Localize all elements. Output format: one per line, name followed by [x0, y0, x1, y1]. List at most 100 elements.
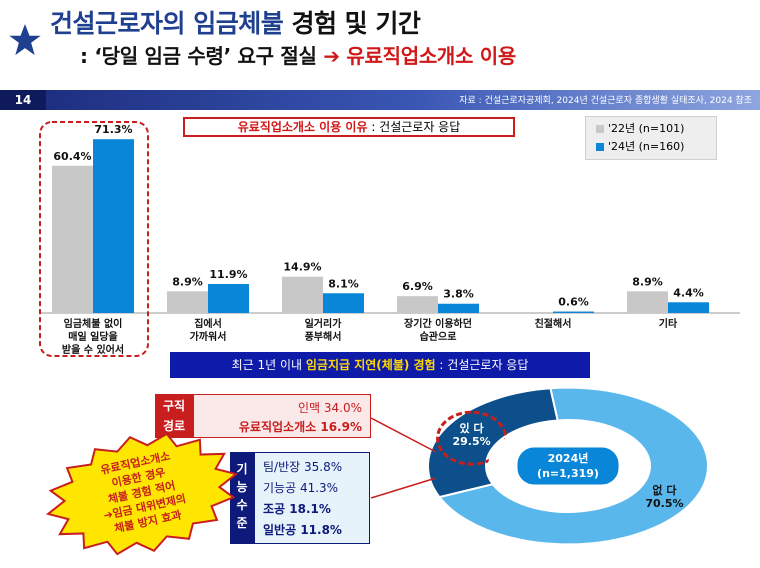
category-label: 기타 [659, 317, 678, 330]
skill-level-body: 팀/반장 35.8% 기능공 41.3% 조공 18.1% 일반공 11.8% [254, 452, 370, 544]
job-route-head: 구직 경로 [155, 394, 193, 438]
category-label: 임금체불 없이 [64, 317, 123, 330]
bar-value-label: 8.1% [328, 277, 359, 290]
bar-value-label: 8.9% [632, 275, 663, 288]
job-route-label: 인맥 [297, 401, 321, 415]
chart1-title: 유료직업소개소 이용 이유 : 건설근로자 응답 [183, 117, 515, 137]
chart2-banner: 최근 1년 이내 임금지급 지연(체불) 경험 : 건설근로자 응답 [170, 352, 590, 378]
job-route-value: 34.0% [323, 401, 362, 415]
bar [668, 302, 709, 313]
bar [323, 293, 364, 313]
page-number: 14 [0, 90, 46, 110]
skill-row: 기능공 41.3% [263, 479, 338, 496]
pie-slice [437, 386, 709, 546]
bar [627, 291, 668, 313]
category-label: 장기간 이용하던 [404, 317, 472, 330]
donut-center-label: (n=1,319) [537, 467, 599, 480]
bar [438, 303, 479, 313]
job-route-row: 유료직업소개소 16.9% [239, 418, 362, 435]
skill-value: 11.8% [300, 523, 342, 537]
category-label: 집에서 [194, 317, 222, 330]
category-label: 풍부해서 [305, 330, 342, 343]
slice-label: 없 다 [652, 483, 677, 497]
skill-row: 팀/반장 35.8% [263, 458, 342, 475]
bar [282, 276, 323, 313]
category-label: 친절해서 [535, 317, 572, 330]
job-route-body: 인맥 34.0% 유료직업소개소 16.9% [193, 394, 371, 438]
skill-row: 조공 18.1% [263, 500, 331, 517]
chart1-legend: '22년 (n=101) '24년 (n=160) [585, 116, 717, 160]
category-label: 매일 일당을 [68, 330, 117, 343]
job-route-head-line: 경로 [162, 419, 186, 433]
slice-value: 70.5% [645, 497, 683, 510]
arrow-icon: ➔ [323, 44, 340, 68]
star-icon [4, 19, 46, 64]
skill-label: 기능공 [263, 481, 297, 495]
category-label: 가까워서 [190, 330, 227, 343]
bar-value-label: 14.9% [283, 261, 321, 274]
bar [93, 139, 134, 313]
skill-head-char: 기 [236, 462, 248, 476]
skill-label: 일반공 [263, 523, 297, 537]
donut-center-label: 2024년 [548, 451, 589, 465]
bar-value-label: 4.4% [673, 286, 704, 299]
connector-line [370, 477, 437, 499]
legend-label-2022: '22년 (n=101) [608, 122, 685, 135]
chart2-banner-highlight: 임금지급 지연(체불) 경험 [305, 358, 436, 372]
skill-head-char: 준 [236, 516, 248, 530]
bar-value-label: 3.8% [443, 288, 474, 301]
chart2-banner-suffix: : 건설근로자 응답 [435, 358, 529, 372]
connector-line [370, 417, 437, 453]
slice-value: 29.5% [452, 435, 490, 448]
skill-value: 41.3% [299, 481, 339, 495]
chart1-title-highlight: 유료직업소개소 이용 이유 [237, 120, 368, 134]
chart2-banner-prefix: 최근 1년 이내 [231, 358, 306, 372]
category-label: 일거리가 [305, 317, 343, 330]
legend-swatch-2022 [596, 125, 604, 133]
job-route-head-line: 구직 [162, 399, 186, 413]
legend-swatch-2024 [596, 143, 604, 151]
skill-label: 조공 [263, 502, 286, 516]
skill-row: 일반공 11.8% [263, 521, 342, 538]
legend-label-2024: '24년 (n=160) [608, 140, 685, 153]
subtitle-prefix: : ‘당일 임금 수령’ 요구 절실 [80, 44, 317, 68]
job-route-value: 16.9% [320, 420, 362, 434]
title-rest: 경험 및 기간 [291, 9, 421, 38]
chart1-title-rest: : 건설근로자 응답 [367, 120, 461, 134]
job-route-box: 구직 경로 인맥 34.0% 유료직업소개소 16.9% [155, 394, 371, 438]
bar-value-label: 8.9% [172, 275, 203, 288]
pie-slice [427, 387, 559, 499]
skill-value: 35.8% [304, 460, 343, 474]
bar [167, 291, 208, 313]
subtitle-suffix: 유료직업소개소 이용 [346, 44, 516, 68]
skill-value: 18.1% [289, 502, 331, 516]
bar [208, 283, 249, 313]
bar-value-label: 60.4% [53, 150, 91, 163]
category-label: 받을 수 있어서 [62, 343, 124, 356]
bar [553, 311, 594, 313]
job-route-label: 유료직업소개소 [238, 420, 317, 434]
highlight-frame [39, 121, 149, 357]
donut-center-badge [514, 444, 622, 488]
page-subtitle: : ‘당일 임금 수령’ 요구 절실 ➔ 유료직업소개소 이용 [80, 40, 516, 69]
slice-label: 있 다 [460, 421, 485, 435]
callout-shape [45, 432, 239, 556]
page-title: 건설근로자의 임금체불 경험 및 기간 [50, 4, 421, 40]
source-note: 자료 : 건설근로자공제회, 2024년 건설근로자 종합생활 실태조사, 20… [459, 96, 752, 106]
skill-head-char: 능 [236, 480, 248, 494]
header-bar [0, 90, 760, 110]
skill-head-char: 수 [236, 498, 248, 512]
category-label: 습관으로 [420, 330, 457, 343]
skill-label: 팀/반장 [263, 460, 301, 474]
bar-value-label: 11.9% [209, 268, 247, 281]
bar [397, 296, 438, 313]
bar-value-label: 0.6% [558, 296, 589, 309]
title-main: 건설근로자의 임금체불 [50, 9, 284, 38]
bar [52, 165, 93, 313]
bar-value-label: 71.3% [94, 123, 132, 136]
bar-value-label: 6.9% [402, 280, 433, 293]
